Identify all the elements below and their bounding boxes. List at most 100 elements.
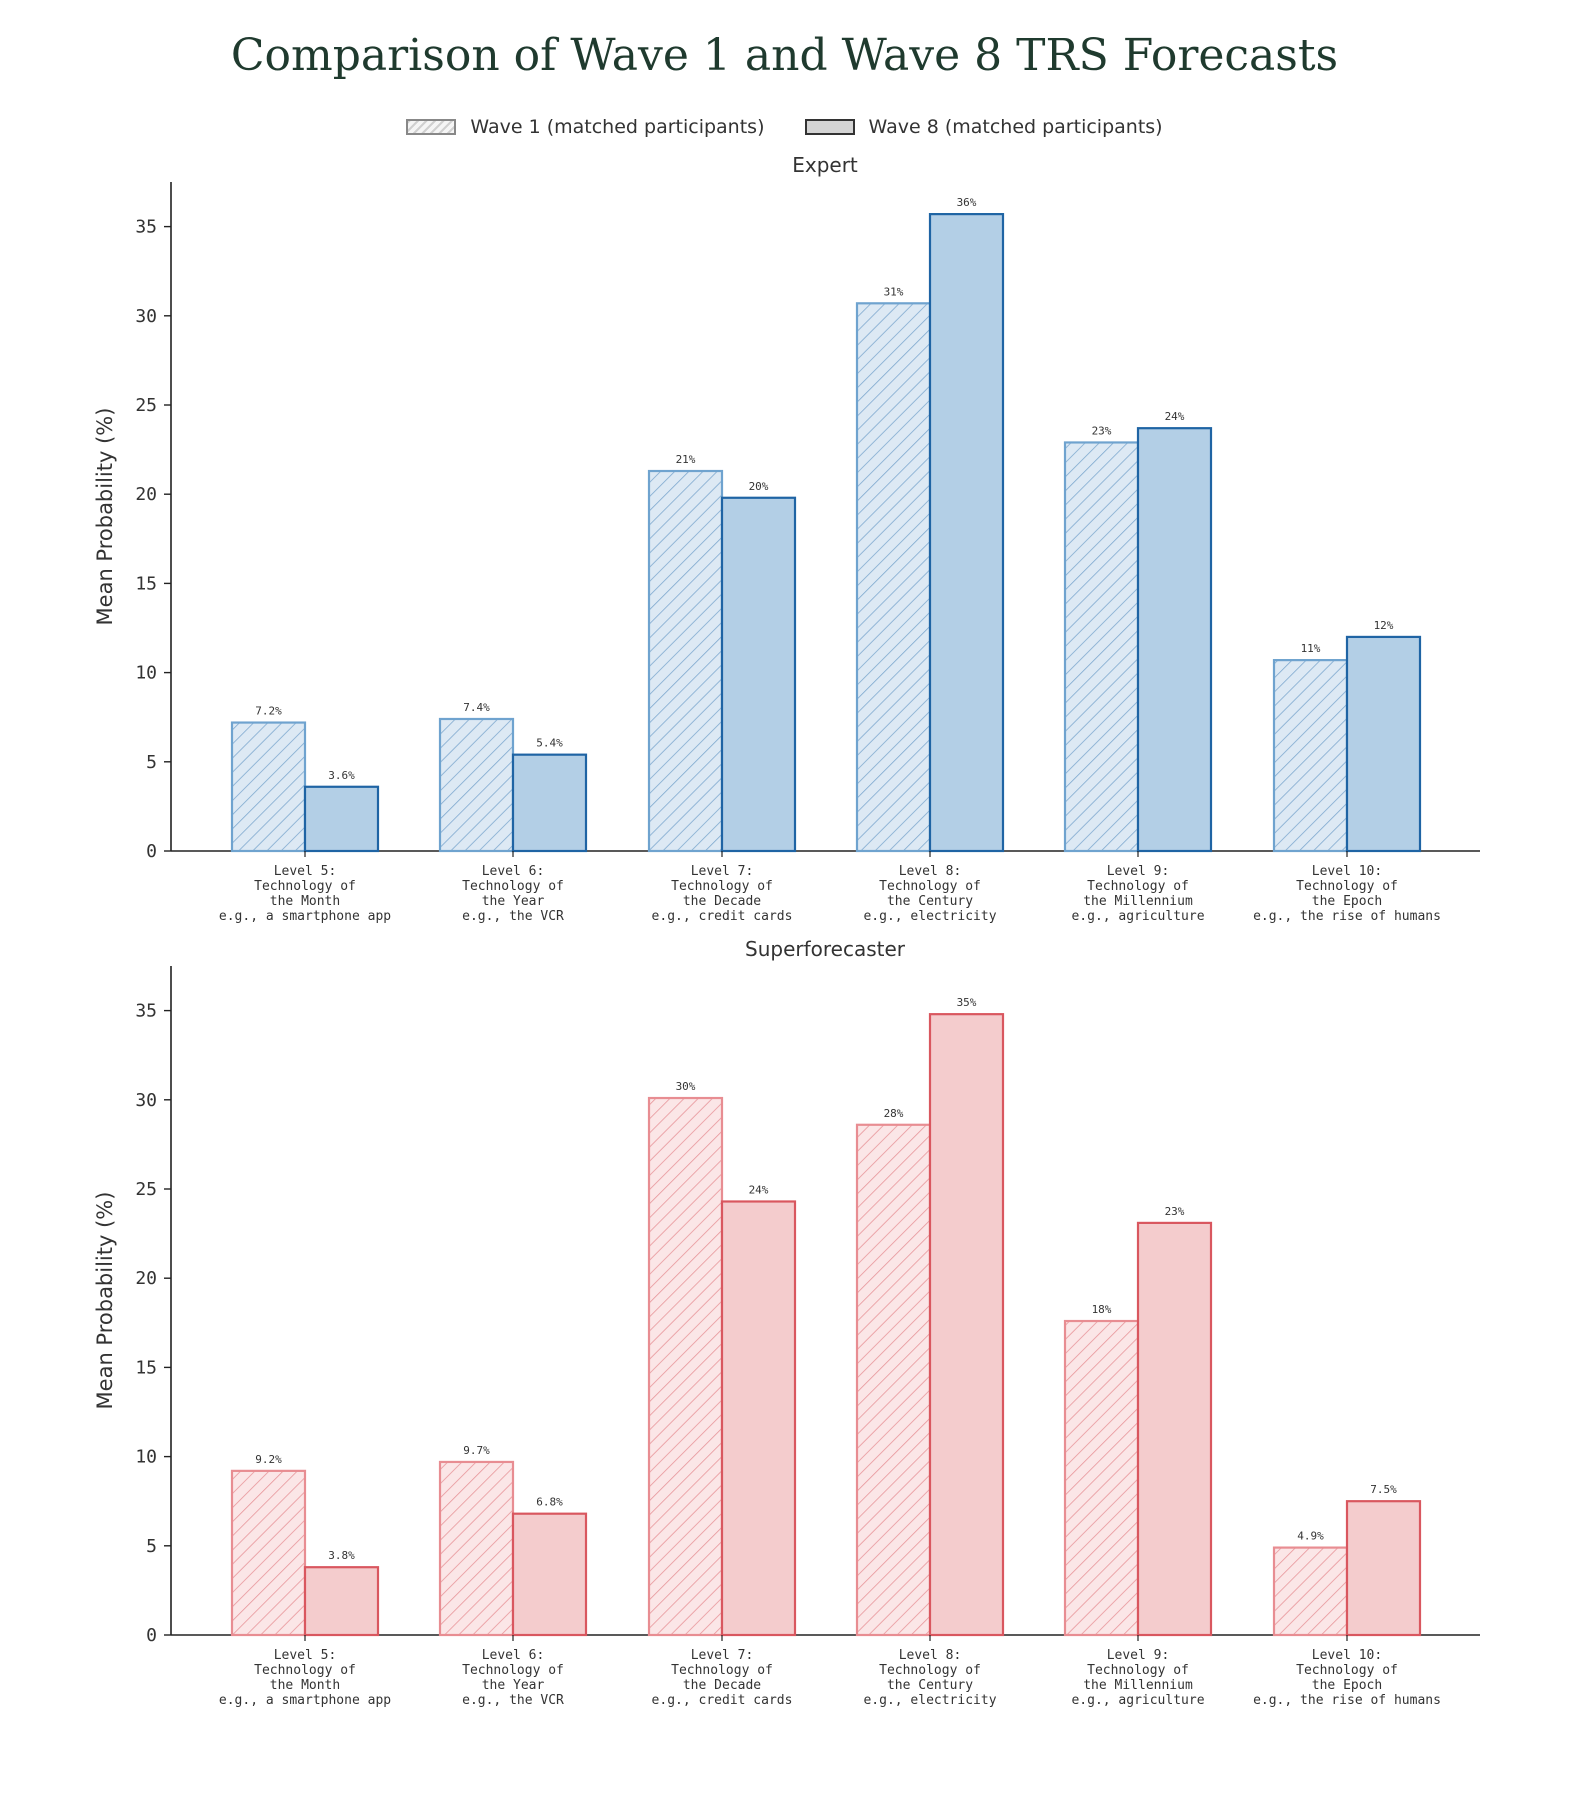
x-tick-label-line: e.g., the VCR (462, 1693, 564, 1708)
bar-value-label: 24% (1165, 410, 1185, 423)
bar-value-label: 9.2% (255, 1453, 282, 1466)
x-tick-label: Level 10: Technology of the Epoch e.g., the… (1253, 864, 1441, 924)
x-tick-label-line: the Epoch (1312, 1678, 1382, 1693)
bar-value-label: 24% (749, 1183, 769, 1196)
bar-wave1-5 (230, 1469, 307, 1637)
chart-title: Comparison of Wave 1 and Wave 8 TRS Fore… (230, 30, 1339, 81)
x-tick-label-line: e.g., the rise of humans (1253, 909, 1441, 924)
x-tick-label: Level 9: Technology of the Millennium e.g.,… (1071, 864, 1204, 924)
y-tick-label: 5 (146, 752, 157, 773)
bar-value-label: 18% (1092, 1303, 1112, 1316)
legend-item-wave1: Wave 1 (matched participants) (406, 116, 765, 138)
bar-value-label: 6.8% (536, 1496, 563, 1509)
x-tick-label-line: the Month (270, 1678, 340, 1693)
x-tick-label-line: Level 6: (482, 864, 545, 879)
bar-value-label: 7.4% (463, 701, 490, 714)
x-tick-label-line: e.g., the VCR (462, 909, 564, 924)
legend-item-wave8: Wave 8 (matched participants) (804, 116, 1163, 138)
bar-wave8-7 (720, 1200, 797, 1637)
bar-value-label: 31% (884, 285, 904, 298)
x-tick-label-line: the Month (270, 894, 340, 909)
x-tick-label-line: Level 5: (274, 1648, 337, 1663)
x-tick-label-line: Level 8: (899, 1648, 962, 1663)
bar-value-label: 7.5% (1370, 1483, 1397, 1496)
x-tick-label: Level 5: Technology of the Month e.g., a sm… (219, 864, 391, 924)
x-tick-label-line: Technology of (462, 1663, 564, 1678)
x-tick-label-line: e.g., the rise of humans (1253, 1693, 1441, 1708)
x-tick-label-line: the Decade (683, 894, 761, 909)
x-tick-label-line: the Millennium (1083, 1678, 1193, 1693)
legend-label-wave8: Wave 8 (matched participants) (868, 116, 1163, 138)
y-tick-label: 15 (135, 573, 157, 594)
y-tick-label: 30 (135, 306, 157, 327)
y-tick-label: 0 (146, 841, 157, 862)
x-tick-label: Level 6: Technology of the Year e.g., the V… (462, 1648, 564, 1708)
bar-value-label: 23% (1092, 424, 1112, 437)
x-tick-label-line: Level 9: (1107, 864, 1170, 879)
bar-wave1-10 (1272, 659, 1349, 853)
x-tick-label: Level 7: Technology of the Decade e.g., cre… (652, 1648, 793, 1708)
panel-expert: Expert Mean Probability (%) 0 5 10 15 20 25 30 35… (93, 153, 1480, 924)
bar-wave8-6 (511, 1512, 588, 1637)
x-tick-label-line: Technology of (254, 1663, 356, 1678)
y-axis-label: Mean Probability (%) (93, 408, 117, 626)
x-tick-label: Level 7: Technology of the Decade e.g., cre… (652, 864, 793, 924)
bar-wave1-8 (855, 1123, 932, 1637)
bar-wave8-10 (1345, 1500, 1422, 1637)
y-tick-label: 0 (146, 1625, 157, 1646)
x-tick-label-line: e.g., a smartphone app (219, 1693, 391, 1708)
bar-value-label: 36% (957, 196, 977, 209)
x-tick-label-line: the Epoch (1312, 894, 1382, 909)
bar-wave8-5 (303, 785, 380, 853)
x-tick-label: Level 10: Technology of the Epoch e.g., the… (1253, 1648, 1441, 1708)
bar-value-label: 20% (749, 480, 769, 493)
x-tick-label-line: the Year (482, 1678, 545, 1693)
bar-value-label: 5.4% (536, 737, 563, 750)
y-tick-label: 25 (135, 395, 157, 416)
x-tick-label-line: Technology of (1296, 879, 1398, 894)
x-tick-label-line: e.g., credit cards (652, 909, 793, 924)
x-tick-label: Level 8: Technology of the Century e.g., el… (863, 1648, 996, 1708)
bar-wave1-7 (647, 1096, 724, 1637)
x-tick-label-line: e.g., a smartphone app (219, 909, 391, 924)
x-tick-label-line: Technology of (879, 879, 981, 894)
bar-value-label: 28% (884, 1107, 904, 1120)
x-tick-label-line: Technology of (254, 879, 356, 894)
x-tick-label-line: Technology of (462, 879, 564, 894)
bar-wave8-8 (928, 213, 1005, 853)
y-tick-label: 20 (135, 484, 157, 505)
bar-value-label: 3.8% (328, 1549, 355, 1562)
bar-value-label: 3.6% (328, 769, 355, 782)
y-tick-label: 10 (135, 1447, 157, 1468)
bar-value-label: 11% (1301, 642, 1321, 655)
y-tick-label: 5 (146, 1536, 157, 1557)
bar-value-label: 23% (1165, 1205, 1185, 1218)
x-tick-label-line: Technology of (1296, 1663, 1398, 1678)
y-tick-label: 15 (135, 1357, 157, 1378)
bar-value-label: 12% (1374, 619, 1394, 632)
y-tick-label: 35 (135, 217, 157, 238)
y-axis-label: Mean Probability (%) (93, 1192, 117, 1410)
bar-value-label: 7.2% (255, 705, 282, 718)
bar-wave1-6 (438, 717, 515, 853)
bar-value-label: 9.7% (463, 1444, 490, 1457)
x-tick-label-line: e.g., agriculture (1071, 1693, 1204, 1708)
panel-title: Superforecaster (745, 937, 906, 961)
bar-wave8-9 (1136, 427, 1213, 853)
x-tick-label-line: Technology of (671, 1663, 773, 1678)
legend-swatch-hatched (406, 119, 457, 135)
x-tick-label-line: Technology of (879, 1663, 981, 1678)
bar-wave1-7 (647, 469, 724, 853)
x-tick-label-line: Technology of (1087, 1663, 1189, 1678)
bar-wave1-8 (855, 302, 932, 853)
x-tick-label-line: Level 8: (899, 864, 962, 879)
x-tick-label-line: Level 6: (482, 1648, 545, 1663)
legend: Wave 1 (matched participants) Wave 8 (ma… (0, 116, 1569, 138)
x-tick-label-line: e.g., credit cards (652, 1693, 793, 1708)
bar-wave8-6 (511, 753, 588, 853)
x-tick-label-line: e.g., electricity (863, 909, 996, 924)
bar-wave1-9 (1063, 441, 1140, 853)
bar-wave8-10 (1345, 635, 1422, 853)
x-tick-label-line: the Millennium (1083, 894, 1193, 909)
